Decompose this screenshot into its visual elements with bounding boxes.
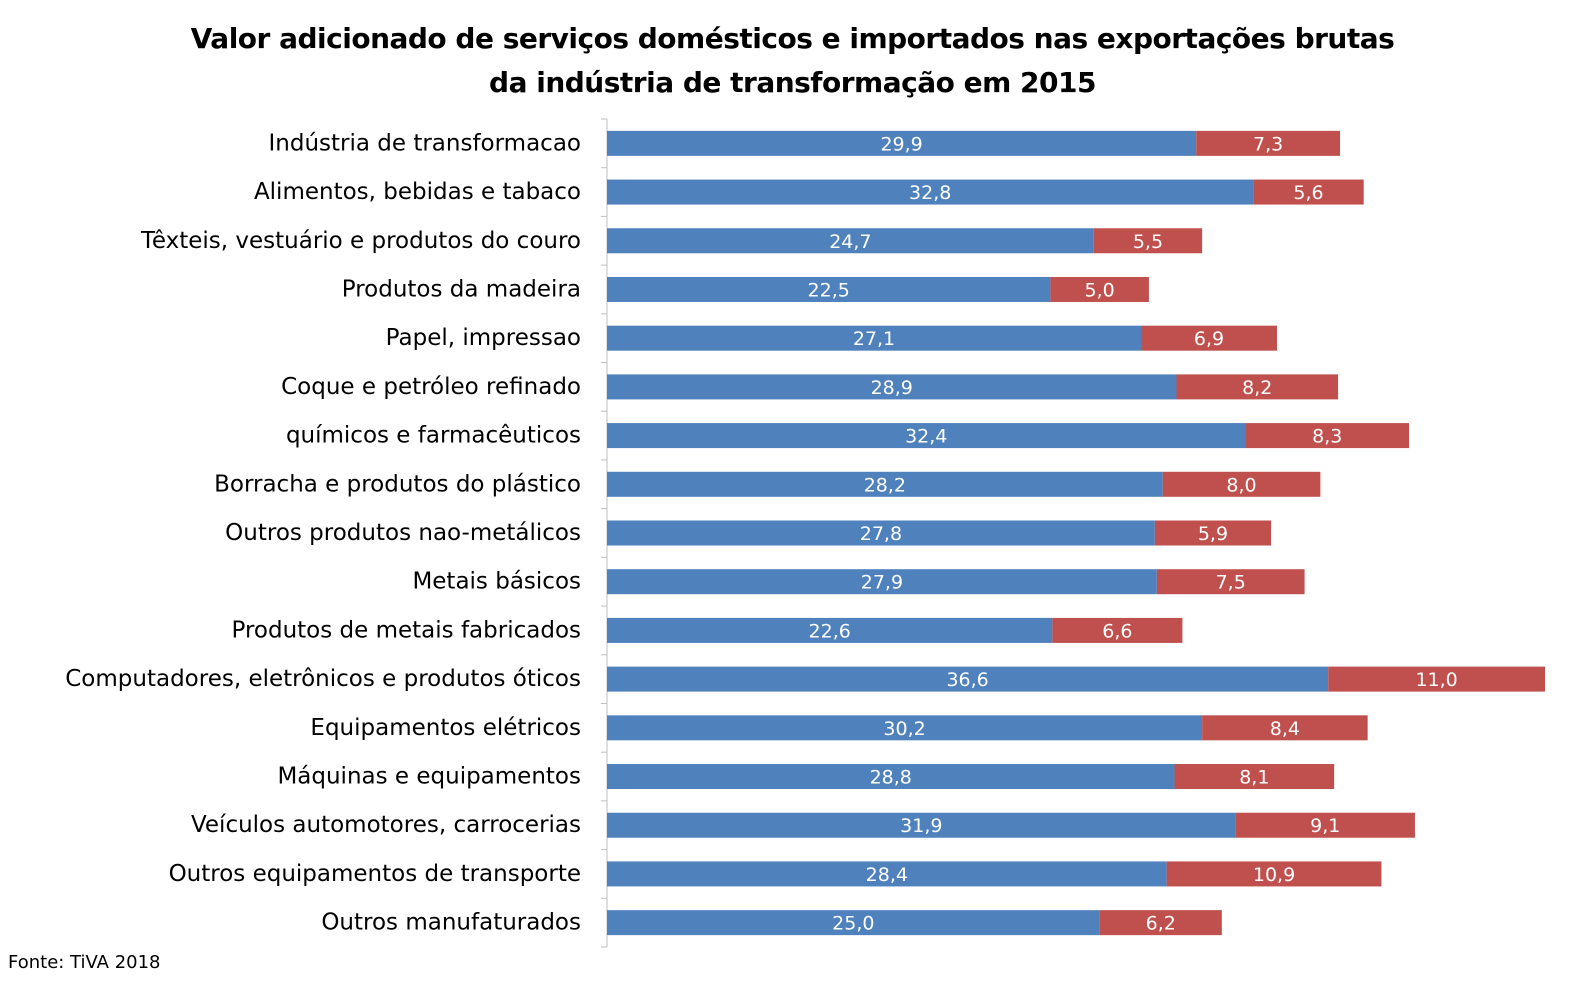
bar-domestic (607, 374, 1177, 400)
category-label: Papel, impressao (386, 325, 581, 351)
category-label: Coque e petróleo refinado (281, 374, 581, 400)
data-label: 28,2 (864, 474, 906, 496)
bar-imported (1235, 812, 1415, 838)
data-label: 31,9 (900, 815, 942, 837)
data-label: 36,6 (946, 669, 988, 691)
data-label: 22,5 (808, 279, 850, 301)
category-label: Outros produtos nao-metálicos (225, 520, 581, 546)
data-label: 6,9 (1194, 328, 1224, 350)
bar-domestic (607, 617, 1053, 643)
data-label: 8,4 (1270, 718, 1300, 740)
category-label: químicos e farmacêuticos (286, 423, 581, 449)
category-label: Produtos da madeira (342, 276, 581, 302)
data-label: 8,1 (1239, 767, 1269, 789)
bar-imported (1176, 374, 1339, 400)
category-label: Alimentos, bebidas e tabaco (254, 179, 581, 205)
bar-imported (1245, 423, 1410, 449)
data-label: 7,3 (1253, 133, 1283, 155)
category-label: Indústria de transformacao (268, 130, 581, 156)
data-label: 24,7 (829, 231, 871, 253)
data-label: 27,9 (861, 572, 903, 594)
data-label: 8,2 (1242, 377, 1272, 399)
category-label: Outros manufaturados (321, 910, 581, 936)
bar-domestic (607, 812, 1236, 838)
category-label: Produtos de metais fabricados (232, 617, 582, 643)
bar-imported (1052, 617, 1183, 643)
data-label: 28,4 (866, 864, 908, 886)
data-label: 5,9 (1198, 523, 1228, 545)
chart-title-line-1: Valor adicionado de serviços domésticos … (190, 22, 1395, 55)
bar-domestic (607, 276, 1051, 302)
data-label: 5,5 (1133, 231, 1163, 253)
bar-imported (1141, 325, 1277, 351)
bar-imported (1050, 276, 1149, 302)
data-label: 30,2 (883, 718, 925, 740)
category-label: Borracha e produtos do plástico (214, 471, 581, 497)
bar-imported (1253, 179, 1364, 205)
data-label: 32,4 (905, 426, 947, 448)
category-label: Máquinas e equipamentos (277, 764, 581, 790)
category-label: Equipamentos elétricos (310, 715, 581, 741)
chart-title-line-2: da indústria de transformação em 2015 (489, 66, 1096, 99)
bar-imported (1099, 910, 1222, 936)
data-label: 9,1 (1310, 815, 1340, 837)
bar-domestic (607, 715, 1203, 741)
data-label: 29,9 (880, 133, 922, 155)
bar-imported (1196, 130, 1341, 156)
bar-domestic (607, 130, 1197, 156)
data-label: 32,8 (909, 182, 951, 204)
data-label: 10,9 (1253, 864, 1295, 886)
category-label: Veículos automotores, carrocerias (191, 812, 581, 838)
data-label: 22,6 (809, 620, 851, 642)
bar-domestic (607, 325, 1142, 351)
bar-domestic (607, 764, 1175, 790)
category-label: Metais básicos (412, 569, 581, 595)
bar-domestic (607, 861, 1167, 887)
bar-imported (1202, 715, 1368, 741)
bar-domestic (607, 910, 1100, 936)
data-label: 27,8 (860, 523, 902, 545)
data-label: 5,6 (1293, 182, 1323, 204)
bar-domestic (607, 423, 1246, 449)
bar-imported (1174, 764, 1335, 790)
bar-imported (1093, 228, 1203, 254)
bar-domestic (607, 471, 1163, 497)
bar-imported (1154, 520, 1272, 546)
data-label: 28,9 (871, 377, 913, 399)
source-note: Fonte: TiVA 2018 (8, 952, 161, 973)
data-label: 27,1 (853, 328, 895, 350)
bar-imported (1166, 861, 1382, 887)
data-label: 8,0 (1226, 474, 1256, 496)
data-label: 28,8 (870, 767, 912, 789)
data-label: 8,3 (1312, 426, 1342, 448)
data-label: 11,0 (1415, 669, 1457, 691)
data-label: 6,6 (1102, 620, 1132, 642)
data-label: 5,0 (1085, 279, 1115, 301)
data-label: 7,5 (1216, 572, 1246, 594)
bar-domestic (607, 666, 1329, 692)
bar-imported (1328, 666, 1545, 692)
data-label: 6,2 (1146, 913, 1176, 935)
data-label: 25,0 (832, 913, 874, 935)
bar-imported (1156, 569, 1305, 595)
category-label: Têxteis, vestuário e produtos do couro (140, 228, 581, 254)
bar-domestic (607, 228, 1094, 254)
bar-imported (1162, 471, 1321, 497)
bar-domestic (607, 569, 1157, 595)
bar-domestic (607, 520, 1155, 546)
category-label: Computadores, eletrônicos e produtos óti… (65, 666, 581, 692)
bar-domestic (607, 179, 1254, 205)
category-label: Outros equipamentos de transporte (169, 861, 581, 887)
